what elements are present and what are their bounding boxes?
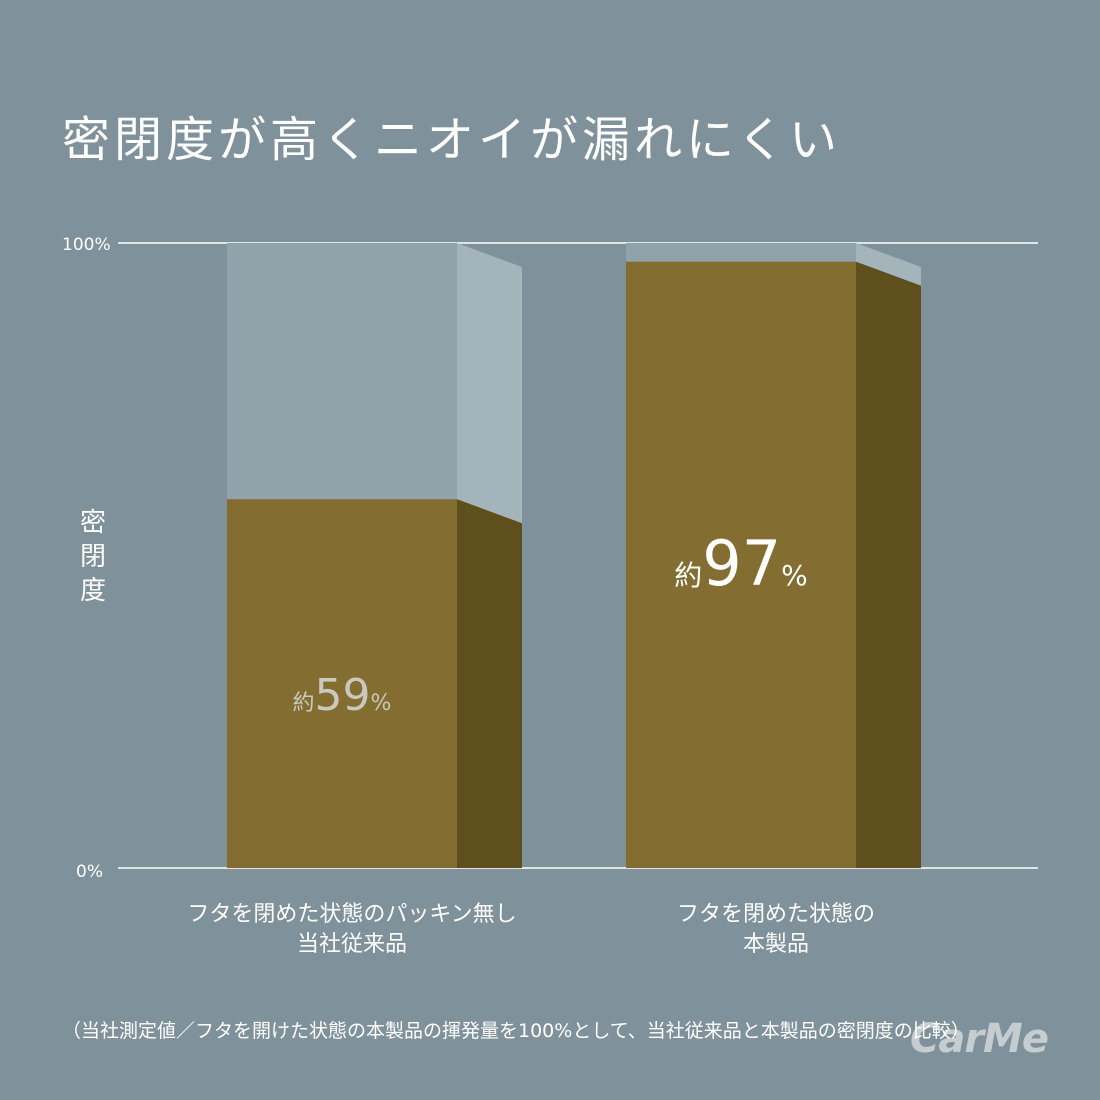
bar-2-empty-front: [626, 243, 856, 262]
tick-100: 100%: [62, 235, 111, 255]
carme-logo: CarMe: [909, 1016, 1049, 1062]
value-label-2: 約97%: [674, 527, 808, 600]
bar-1-front: [227, 499, 457, 868]
value-label-1-prefix: 約: [293, 691, 315, 716]
bar-2-side: [856, 261, 921, 868]
category-label-2-line2: 本製品: [742, 932, 809, 957]
category-label-1-line1: フタを閉めた状態のパッキン無し: [187, 902, 517, 927]
bar-2-front: [626, 261, 856, 868]
value-label-1-unit: %: [371, 691, 392, 716]
bars-group: 約59%約97%: [227, 243, 921, 868]
footnote: （当社測定値／フタを開けた状態の本製品の揮発量を100%として、当社従来品と本製…: [62, 1020, 970, 1042]
bar-1-side: [457, 499, 522, 868]
tick-0: 0%: [76, 862, 103, 882]
chart-title: 密閉度が高くニオイが漏れにくい: [62, 112, 842, 168]
value-label-2-unit: %: [781, 559, 808, 592]
value-label-1: 約59%: [293, 670, 392, 721]
bar-1-empty-front: [227, 243, 457, 500]
category-label-1: フタを閉めた状態のパッキン無し 当社従来品: [142, 900, 562, 960]
y-axis-title: 密閉度: [79, 508, 106, 606]
category-label-2: フタを閉めた状態の 本製品: [566, 900, 986, 960]
category-label-2-line1: フタを閉めた状態の: [676, 902, 875, 927]
value-label-1-number: 59: [315, 670, 371, 721]
value-label-2-number: 97: [702, 527, 781, 600]
bar-2-empty-side: [856, 243, 921, 286]
value-label-2-prefix: 約: [674, 559, 702, 592]
bar-1-empty-side: [457, 243, 522, 524]
category-label-1-line2: 当社従来品: [296, 932, 407, 957]
